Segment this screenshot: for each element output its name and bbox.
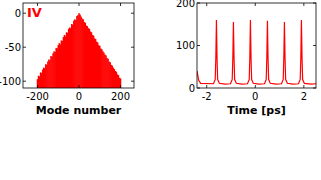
y-tick-label: -100 — [0, 76, 21, 87]
y-tick-label: 200 — [176, 0, 195, 9]
x-label: Mode number — [36, 104, 122, 117]
x-tick-label: 0 — [76, 91, 82, 102]
x-tick-label: 2 — [301, 91, 307, 102]
frame — [197, 3, 316, 88]
x-tick — [303, 3, 304, 6]
x-tick — [37, 85, 38, 88]
x-tick-label: -2 — [202, 91, 212, 102]
y-tick — [313, 88, 316, 89]
y-tick — [23, 81, 26, 82]
x-label: Time [ps] — [227, 104, 286, 117]
y-tick — [23, 13, 26, 14]
x-tick — [79, 3, 80, 6]
x-tick — [255, 3, 256, 6]
y-tick-label: 0 — [15, 8, 21, 19]
x-tick — [120, 85, 121, 88]
y-tick — [131, 13, 134, 14]
x-tick-label: 0 — [252, 91, 258, 102]
x-tick — [255, 85, 256, 88]
bar — [120, 78, 122, 88]
y-tick — [197, 45, 200, 46]
marks — [197, 20, 316, 84]
y-tick — [23, 47, 26, 48]
x-tick-label: -200 — [26, 91, 49, 102]
y-tick — [131, 81, 134, 82]
y-tick-label: 100 — [176, 40, 195, 51]
x-tick-label: 200 — [111, 91, 130, 102]
x-tick — [206, 85, 207, 88]
y-tick — [131, 47, 134, 48]
figure: -200 0 200 -100 -50 0 Mode number IV -2 0 2 0 100 200… — [0, 0, 321, 180]
y-tick — [313, 45, 316, 46]
line — [197, 20, 316, 84]
marks — [37, 13, 122, 88]
x-tick — [120, 3, 121, 6]
y-tick — [197, 88, 200, 89]
y-tick-label: 0 — [189, 83, 195, 94]
frame — [23, 3, 134, 88]
y-tick-label: -50 — [5, 42, 21, 53]
chart: -2 0 2 0 100 200 Time [ps] — [176, 0, 316, 117]
chart: -200 0 200 -100 -50 0 Mode number IV — [0, 3, 134, 117]
x-tick — [303, 85, 304, 88]
y-tick — [197, 3, 200, 4]
x-tick — [79, 85, 80, 88]
y-tick — [313, 3, 316, 4]
annotation: IV — [27, 5, 42, 20]
x-tick — [206, 3, 207, 6]
